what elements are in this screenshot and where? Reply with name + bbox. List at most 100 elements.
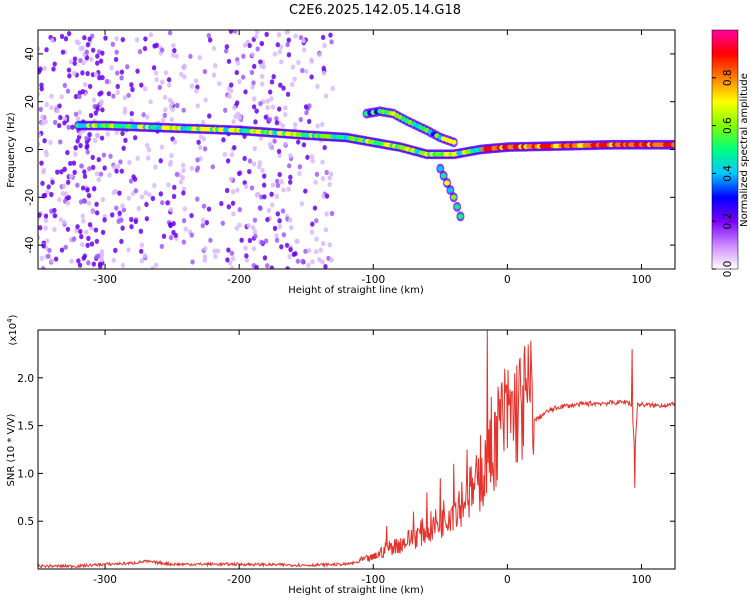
noise-cell [265,216,270,223]
noise-cell [158,158,163,164]
noise-cell [122,94,128,101]
noise-cell [78,46,83,52]
noise-cell [62,82,68,88]
noise-cell [86,193,92,199]
noise-cell [49,258,54,264]
snr-series-line [38,330,675,569]
noise-cell [259,73,265,79]
noise-cell [289,224,294,231]
noise-cell [324,211,329,217]
noise-cell [70,124,75,130]
noise-cell [99,257,105,263]
noise-cell [98,171,104,177]
noise-cell [61,183,67,189]
noise-cell [243,245,248,251]
noise-cell [126,195,131,201]
noise-cell [114,49,119,55]
snr-x-tick-label: 0 [504,574,511,586]
noise-cell [265,98,270,104]
noise-cell [121,207,127,213]
noise-cell [244,257,250,263]
noise-cell [270,104,276,110]
noise-cell [329,39,334,45]
noise-cell [182,206,188,212]
noise-cell [283,105,288,111]
noise-cell [99,249,105,255]
noise-cell [148,32,154,38]
noise-cell [90,209,95,215]
noise-cell [38,91,41,97]
noise-cell [313,249,319,255]
noise-cell [163,107,168,113]
noise-cell [259,63,264,69]
noise-cell [181,218,187,224]
noise-cell [77,109,82,115]
noise-cell [202,68,208,75]
noise-cell [220,220,226,226]
noise-cell [77,93,82,100]
noise-cell [301,142,307,148]
noise-cell [278,44,284,50]
noise-cell [49,37,55,44]
noise-cell [119,69,125,75]
noise-cell [258,205,263,212]
noise-cell [98,101,104,107]
noise-cell [303,104,309,110]
noise-cell [86,200,92,206]
noise-cell [115,83,120,90]
noise-cell [115,163,121,170]
noise-cell [307,103,312,109]
noise-cell [147,192,152,198]
noise-cell [329,210,335,217]
noise-cell [62,116,68,122]
noise-cell [91,97,97,103]
noise-cell [261,182,267,188]
noise-cell [144,142,150,149]
colorbar-tick-label: 0.0 [722,261,734,278]
noise-cell [65,88,71,94]
noise-cell [272,138,277,144]
noise-cell [320,259,325,265]
noise-cell [229,152,235,158]
noise-cell [102,165,107,171]
snr-x-tick-label: 100 [631,574,651,586]
noise-cell [59,247,65,253]
noise-cell [254,108,259,114]
noise-cell [194,167,200,173]
noise-cell [200,119,206,125]
spectrogram-y-tick-label: -20 [24,189,36,206]
noise-cell [168,207,174,213]
noise-cell [166,82,172,88]
noise-cell [321,193,326,199]
noise-cell [171,193,177,199]
noise-cell [290,81,295,88]
noise-cell [111,93,116,99]
noise-cell [310,259,315,265]
noise-cell [78,199,84,205]
noise-cell [232,105,237,111]
noise-cell [89,241,95,247]
noise-cell [73,93,79,100]
spectrogram-y-tick-label: -40 [24,237,36,254]
noise-cell [274,116,279,122]
noise-cell [259,40,265,47]
noise-cell [59,169,64,175]
noise-cell [162,112,168,118]
noise-cell [87,36,92,42]
noise-cell [263,238,269,244]
noise-cell [121,145,126,151]
noise-cell [134,37,140,43]
noise-cell [314,236,319,242]
noise-cell [323,263,328,269]
noise-cell [67,73,72,79]
noise-cell [52,226,57,233]
noise-cell [254,33,259,40]
noise-cell [126,92,131,98]
noise-cell [224,44,230,50]
noise-cell [180,162,186,168]
noise-cell [203,245,208,252]
noise-cell [286,37,291,43]
noise-cell [146,147,152,153]
noise-cell [110,41,116,47]
noise-cell [52,119,58,125]
